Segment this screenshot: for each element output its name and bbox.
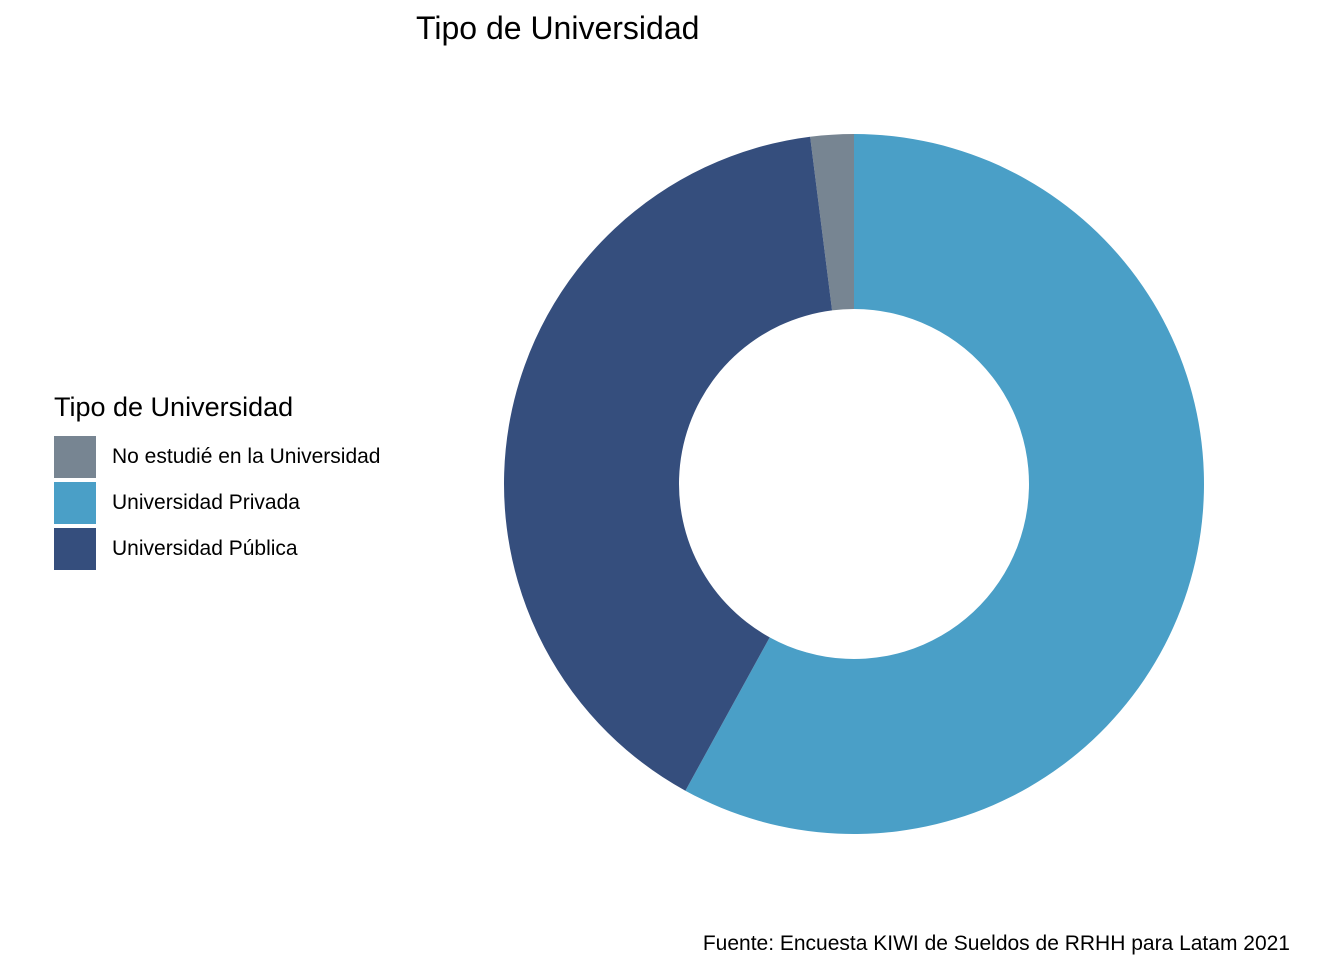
- legend-title: Tipo de Universidad: [54, 392, 294, 422]
- legend-key-privada: [54, 482, 96, 524]
- legend-label-publica: Universidad Pública: [112, 537, 298, 560]
- legend-key-publica: [54, 528, 96, 570]
- donut-slice-privada: [685, 134, 1204, 834]
- chart-title: Tipo de Universidad: [416, 10, 700, 46]
- donut-slice-publica: [503, 136, 833, 791]
- legend-item-privada: Universidad Privada: [54, 481, 381, 525]
- donut-slice-no-estudie: [810, 134, 854, 311]
- legend-item-no-estudie: No estudié en la Universidad: [54, 435, 381, 479]
- legend-label-privada: Universidad Privada: [112, 491, 300, 514]
- legend-item-publica: Universidad Pública: [54, 527, 381, 571]
- source-caption: Fuente: Encuesta KIWI de Sueldos de RRHH…: [702, 932, 1290, 955]
- legend-label-no-estudie: No estudié en la Universidad: [112, 445, 381, 468]
- legend: Tipo de Universidad No estudié en la Uni…: [54, 392, 381, 573]
- legend-key-no-estudie: [54, 436, 96, 478]
